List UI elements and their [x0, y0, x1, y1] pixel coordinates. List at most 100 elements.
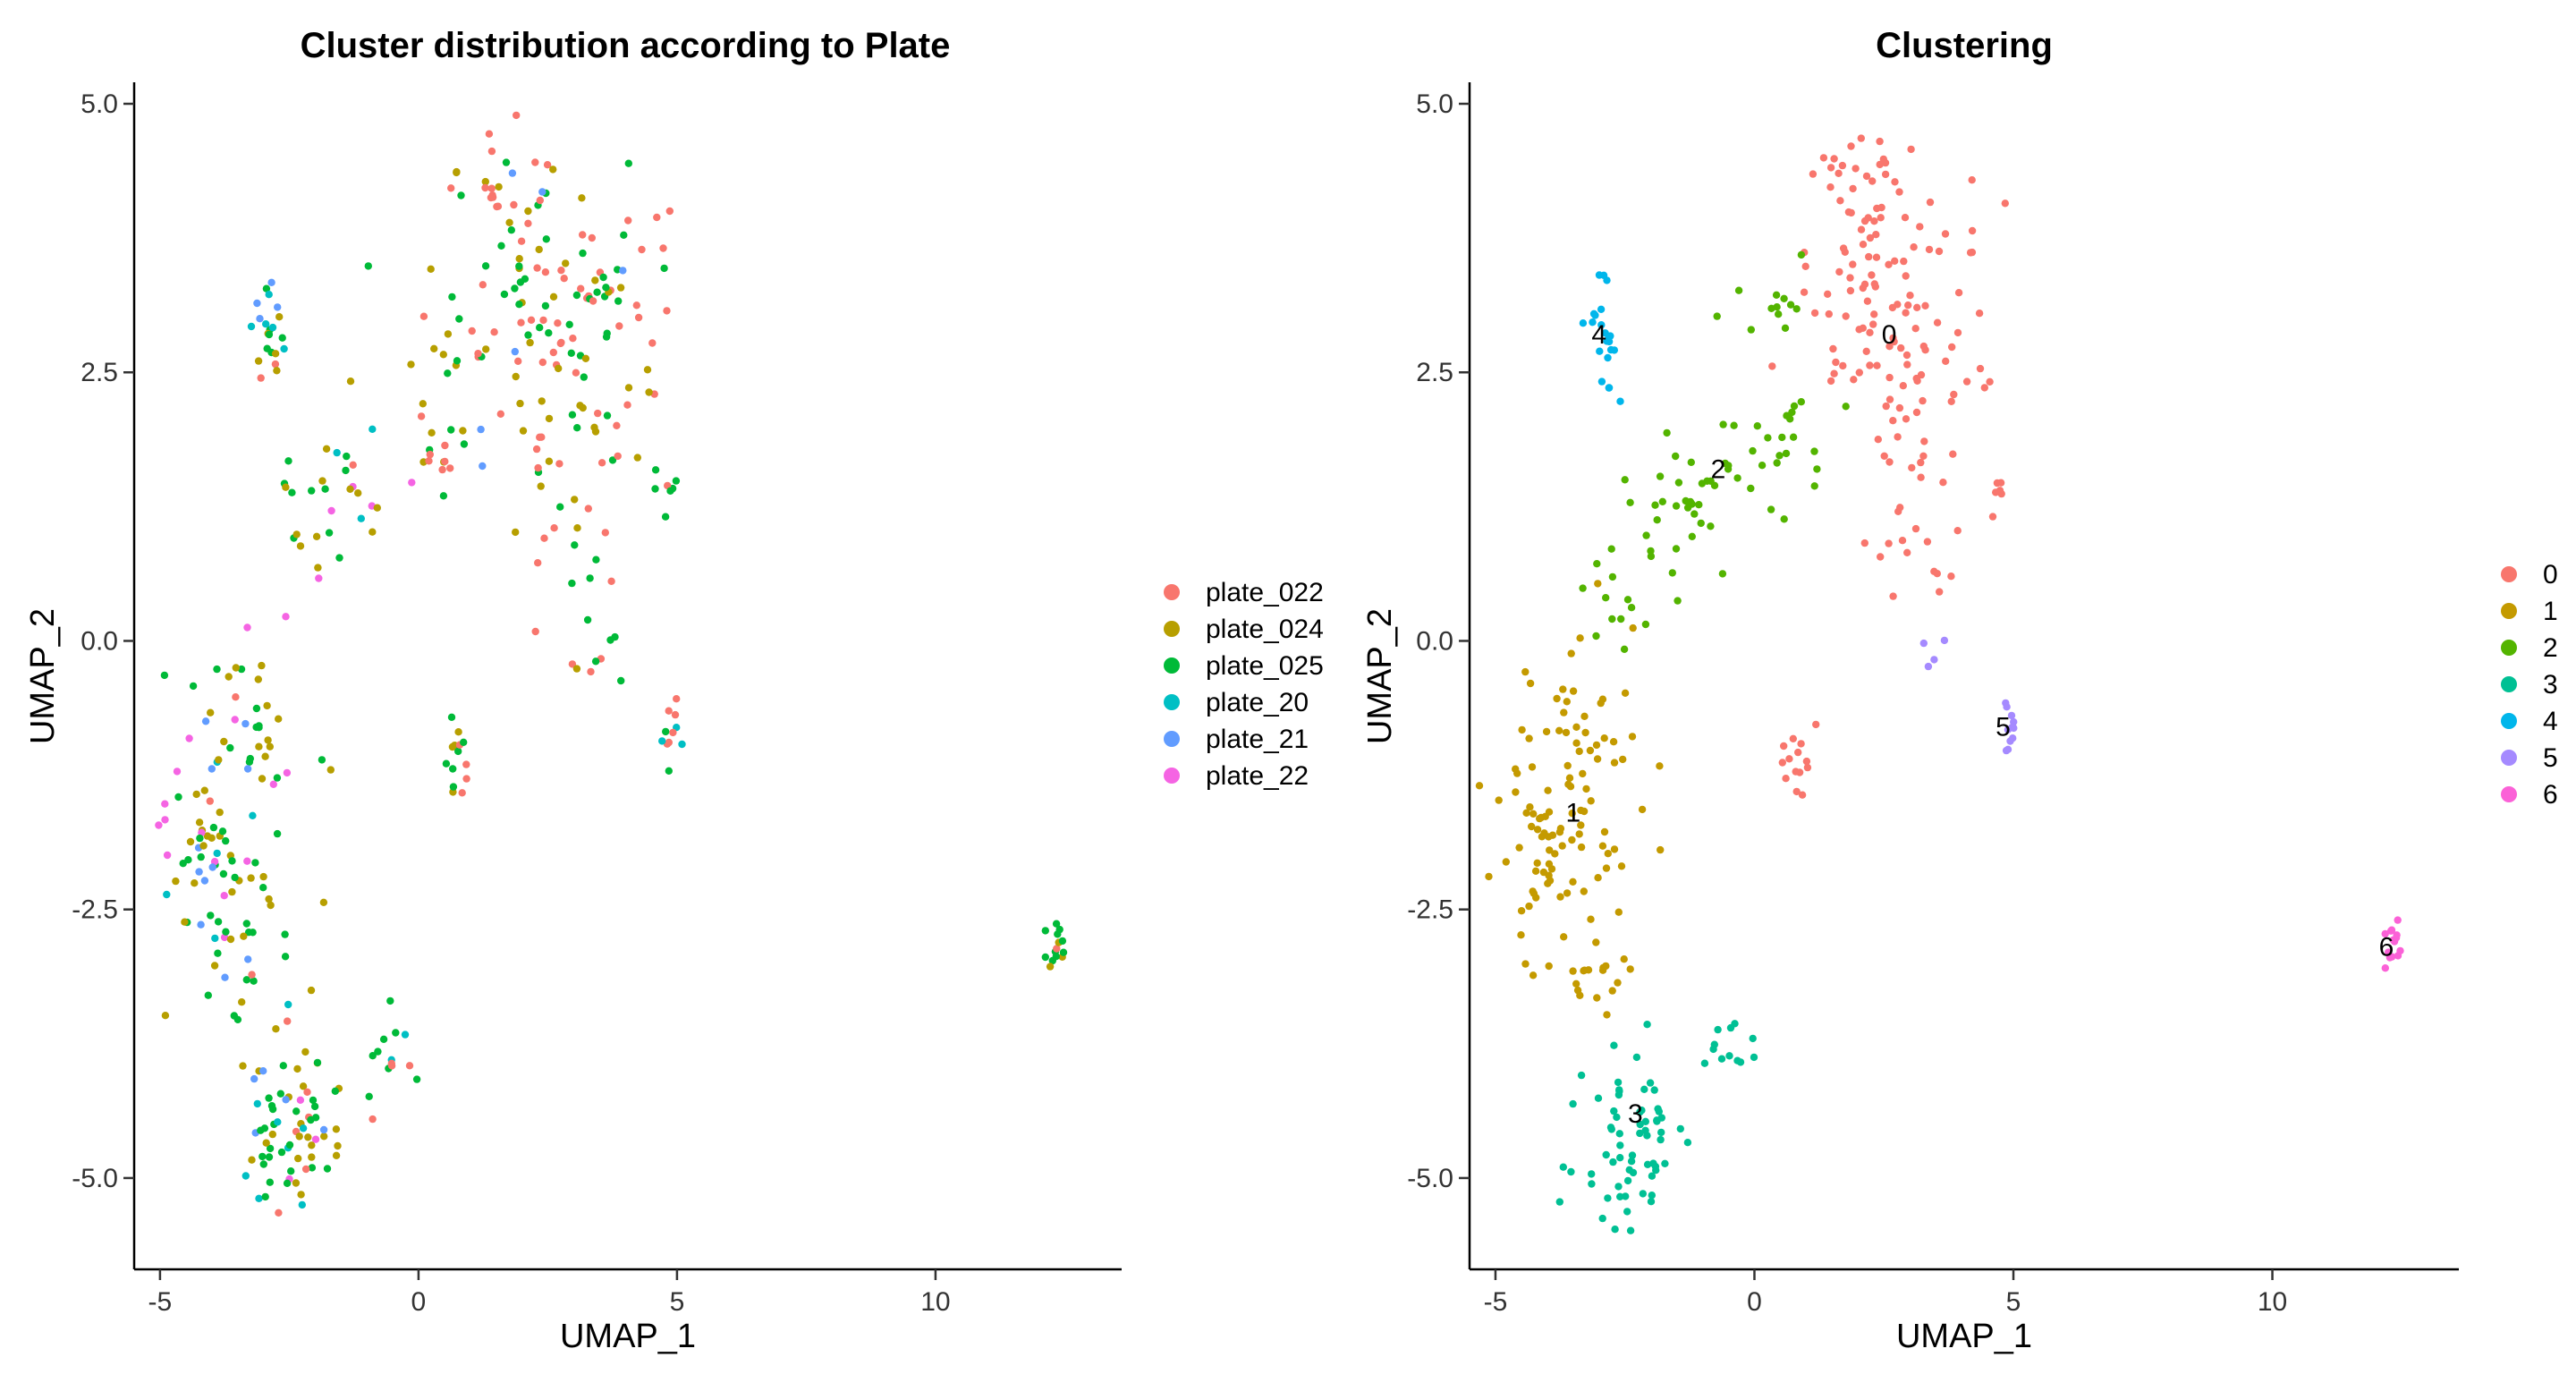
scatter-point [587, 667, 595, 676]
scatter-point [320, 1132, 328, 1141]
scatter-point [207, 708, 215, 717]
scatter-point [231, 716, 239, 724]
scatter-point [307, 986, 316, 995]
scatter-point [1614, 979, 1622, 987]
scatter-point [255, 1194, 263, 1203]
scatter-point [1653, 516, 1661, 524]
scatter-point [1657, 1114, 1666, 1122]
scatter-point [244, 929, 253, 937]
scatter-point [244, 955, 252, 963]
scatter-point [542, 235, 550, 243]
scatter-point [207, 912, 215, 920]
scatter-point [444, 330, 453, 338]
scatter-point [1775, 310, 1783, 318]
scatter-point [292, 530, 301, 539]
y-axis-label: UMAP_2 [1361, 608, 1399, 744]
scatter-point [1925, 245, 1934, 254]
scatter-point [1865, 252, 1873, 261]
scatter-point [254, 675, 262, 683]
scatter-point [1594, 1094, 1603, 1102]
scatter-point [1785, 755, 1793, 763]
scatter-point [577, 284, 585, 293]
scatter-point [308, 487, 316, 495]
scatter-point [1663, 428, 1671, 437]
scatter-point [259, 1067, 267, 1075]
scatter-point [214, 918, 223, 926]
scatter-point [485, 130, 494, 138]
scatter-point [2394, 916, 2402, 924]
scatter-point [1872, 253, 1881, 261]
scatter-points [1475, 134, 2404, 1234]
scatter-point [249, 811, 257, 819]
scatter-point [532, 445, 541, 454]
scatter-point [1650, 1086, 1658, 1094]
y-tick-label: 2.5 [1416, 358, 1453, 387]
scatter-point [240, 932, 248, 940]
scatter-point [1949, 450, 1957, 458]
scatter-point [1525, 734, 1533, 742]
scatter-point [633, 454, 641, 462]
scatter-point [508, 169, 517, 177]
scatter-point [1639, 1190, 1648, 1198]
scatter-point [1608, 987, 1616, 995]
scatter-point [1700, 1059, 1709, 1067]
scatter-point [1695, 501, 1703, 509]
scatter-point [253, 299, 261, 308]
legend-key [2501, 750, 2517, 766]
scatter-point [1968, 226, 1977, 235]
scatter-point [319, 898, 328, 906]
scatter-point [1803, 763, 1812, 772]
scatter-point [568, 579, 576, 588]
cluster-label: 1 [1565, 799, 1580, 828]
scatter-point [1563, 698, 1572, 706]
scatter-point [252, 704, 261, 713]
scatter-point [526, 338, 534, 347]
scatter-point [272, 1025, 280, 1033]
scatter-point [1707, 522, 1715, 530]
scatter-point [276, 1090, 284, 1098]
scatter-point [494, 202, 503, 210]
scatter-point [1515, 844, 1523, 852]
scatter-point [318, 756, 326, 764]
scatter-point [253, 1099, 261, 1108]
scatter-point [597, 459, 606, 467]
scatter-point [1621, 476, 1629, 484]
scatter-point [613, 421, 621, 429]
scatter-point [482, 345, 490, 353]
scatter-point [1569, 687, 1578, 695]
scatter-point [163, 890, 171, 899]
scatter-point [2004, 725, 2012, 734]
scatter-point [1518, 725, 1526, 734]
legend-key [1164, 657, 1180, 674]
scatter-point [665, 707, 673, 715]
scatter-point [379, 1035, 388, 1044]
scatter-point [1672, 502, 1681, 510]
scatter-point [533, 264, 541, 272]
scatter-point [545, 414, 554, 423]
scatter-point [1839, 244, 1848, 252]
scatter-point [1733, 474, 1741, 482]
scatter-point [1597, 699, 1605, 708]
scatter-point [1734, 286, 1743, 294]
legend-label: 2 [2543, 633, 2558, 663]
scatter-point [1610, 346, 1619, 354]
scatter-point [209, 823, 218, 832]
scatter-point [620, 231, 628, 239]
scatter-point [580, 373, 588, 381]
cluster-label: 2 [1711, 454, 1726, 484]
scatter-point [220, 892, 228, 900]
scatter-point [1688, 500, 1696, 508]
scatter-point [1826, 377, 1835, 386]
scatter-point [294, 1154, 302, 1163]
scatter-point [1879, 155, 1887, 164]
scatter-point [1835, 267, 1843, 276]
scatter-point [1615, 1130, 1624, 1138]
scatter-point [262, 320, 270, 328]
scatter-point [1522, 809, 1530, 817]
scatter-point [401, 1030, 410, 1039]
scatter-point [663, 307, 671, 315]
scatter-point [1725, 1052, 1733, 1060]
scatter-point [318, 477, 326, 485]
scatter-point [1718, 570, 1727, 578]
scatter-point [1485, 872, 1493, 881]
